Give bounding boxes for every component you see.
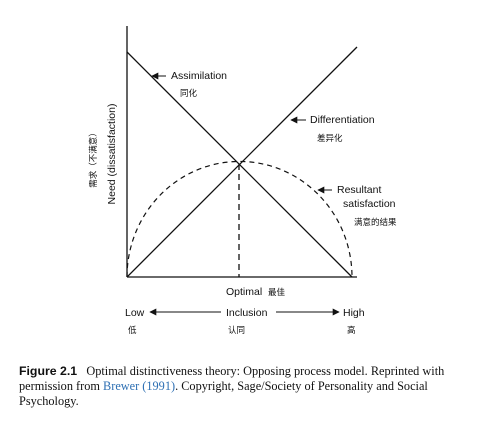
inclusion-label-cn: 认同: [228, 325, 245, 335]
citation-link[interactable]: Brewer (1991): [103, 379, 175, 393]
differentiation-label-cn: 差异化: [317, 133, 343, 143]
resultant-label-cn: 满意的结果: [354, 217, 397, 227]
y-axis-label-cn: 需求（不满意）: [88, 128, 98, 188]
optimal-label-cn: 最佳: [268, 287, 286, 297]
differentiation-label: Differentiation: [310, 114, 375, 126]
inclusion-high-label: High: [343, 307, 365, 319]
inclusion-label: Inclusion: [226, 307, 268, 319]
y-axis-label: Need (dissatisfaction): [106, 104, 118, 205]
figure-caption: Figure 2.1 Optimal distinctiveness theor…: [19, 364, 485, 409]
resultant-label-line2: satisfaction: [343, 198, 396, 210]
inclusion-low-label-cn: 低: [128, 325, 137, 335]
figure-number: Figure 2.1: [19, 364, 77, 378]
opposing-process-diagram: 需求（不满意） Need (dissatisfaction) Assimilat…: [0, 0, 498, 360]
assimilation-label: Assimilation: [171, 70, 227, 82]
inclusion-high-label-cn: 高: [347, 325, 356, 335]
optimal-label: Optimal: [226, 286, 262, 298]
resultant-label-line1: Resultant: [337, 184, 381, 196]
inclusion-low-label: Low: [125, 307, 145, 319]
assimilation-label-cn: 同化: [180, 88, 198, 98]
